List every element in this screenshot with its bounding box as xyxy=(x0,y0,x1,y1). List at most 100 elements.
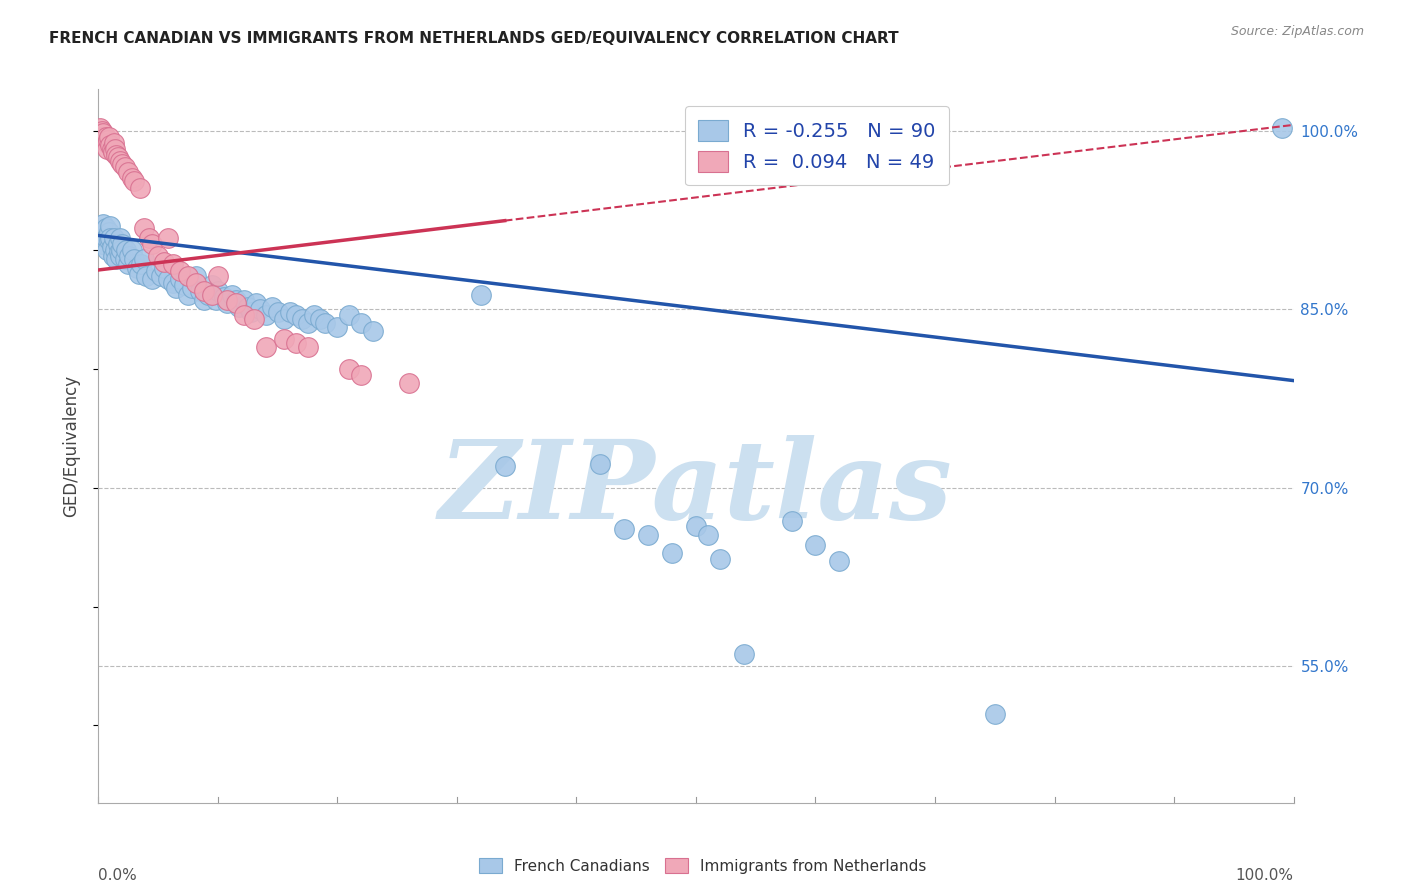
Point xyxy=(225,293,247,307)
Point xyxy=(169,264,191,278)
Point xyxy=(96,142,118,156)
Point xyxy=(145,264,167,278)
Text: 0.0%: 0.0% xyxy=(98,868,138,883)
Point xyxy=(129,181,152,195)
Point xyxy=(107,236,129,251)
Point xyxy=(804,538,827,552)
Point xyxy=(589,457,612,471)
Point xyxy=(98,129,121,144)
Point xyxy=(162,257,184,271)
Point xyxy=(177,268,200,283)
Point xyxy=(207,285,229,299)
Point xyxy=(94,129,117,144)
Legend: R = -0.255   N = 90, R =  0.094   N = 49: R = -0.255 N = 90, R = 0.094 N = 49 xyxy=(685,106,949,186)
Point xyxy=(637,528,659,542)
Point xyxy=(138,231,160,245)
Point xyxy=(240,304,263,318)
Point xyxy=(153,254,176,268)
Point xyxy=(204,293,226,307)
Point xyxy=(103,231,125,245)
Point xyxy=(100,142,122,156)
Point xyxy=(103,136,125,150)
Point xyxy=(733,647,755,661)
Point xyxy=(201,278,224,293)
Point xyxy=(169,272,191,286)
Point xyxy=(141,272,163,286)
Point xyxy=(165,281,187,295)
Point xyxy=(108,249,131,263)
Point xyxy=(114,160,136,174)
Point xyxy=(94,231,117,245)
Point xyxy=(149,268,172,283)
Point xyxy=(180,281,202,295)
Point xyxy=(97,133,120,147)
Point xyxy=(339,308,361,322)
Point xyxy=(108,153,131,168)
Point xyxy=(118,249,141,263)
Point xyxy=(110,243,132,257)
Point xyxy=(193,285,215,299)
Point xyxy=(117,165,139,179)
Point xyxy=(233,293,256,307)
Point xyxy=(100,240,122,254)
Point xyxy=(249,302,271,317)
Point xyxy=(108,231,131,245)
Point xyxy=(93,133,115,147)
Point xyxy=(350,317,373,331)
Point xyxy=(132,252,155,267)
Point xyxy=(339,361,361,376)
Point xyxy=(148,249,170,263)
Point xyxy=(613,522,636,536)
Point xyxy=(91,236,114,251)
Point xyxy=(173,278,195,293)
Y-axis label: GED/Equivalency: GED/Equivalency xyxy=(62,375,80,517)
Point xyxy=(105,147,128,161)
Point xyxy=(217,293,239,307)
Point xyxy=(107,245,129,260)
Point xyxy=(90,228,112,243)
Text: ZIPatlas: ZIPatlas xyxy=(439,435,953,542)
Point xyxy=(91,126,114,140)
Point xyxy=(135,268,157,283)
Point xyxy=(186,276,208,290)
Point xyxy=(350,368,373,382)
Point xyxy=(661,546,683,560)
Point xyxy=(125,260,148,275)
Point xyxy=(697,528,720,542)
Point xyxy=(193,293,215,307)
Point xyxy=(115,243,138,257)
Point xyxy=(98,225,121,239)
Point xyxy=(494,459,516,474)
Point xyxy=(124,174,146,188)
Point xyxy=(236,300,259,314)
Point xyxy=(104,142,127,156)
Point xyxy=(254,340,277,354)
Point xyxy=(91,129,114,144)
Point xyxy=(98,138,122,153)
Point xyxy=(278,304,301,318)
Point xyxy=(297,317,319,331)
Text: FRENCH CANADIAN VS IMMIGRANTS FROM NETHERLANDS GED/EQUIVALENCY CORRELATION CHART: FRENCH CANADIAN VS IMMIGRANTS FROM NETHE… xyxy=(49,31,898,46)
Point xyxy=(111,157,134,171)
Text: Source: ZipAtlas.com: Source: ZipAtlas.com xyxy=(1230,25,1364,38)
Point xyxy=(828,554,851,568)
Point xyxy=(186,268,208,283)
Point xyxy=(685,518,707,533)
Point xyxy=(207,268,229,283)
Point xyxy=(156,231,179,245)
Point xyxy=(107,150,129,164)
Point xyxy=(98,231,122,245)
Point xyxy=(326,320,349,334)
Point xyxy=(225,296,247,310)
Point xyxy=(221,288,243,302)
Point xyxy=(131,257,153,271)
Point xyxy=(156,272,179,286)
Point xyxy=(90,126,112,140)
Point xyxy=(91,124,114,138)
Point xyxy=(254,308,277,322)
Point xyxy=(297,340,319,354)
Point xyxy=(104,243,127,257)
Point xyxy=(128,267,150,281)
Point xyxy=(105,252,128,267)
Point xyxy=(132,221,155,235)
